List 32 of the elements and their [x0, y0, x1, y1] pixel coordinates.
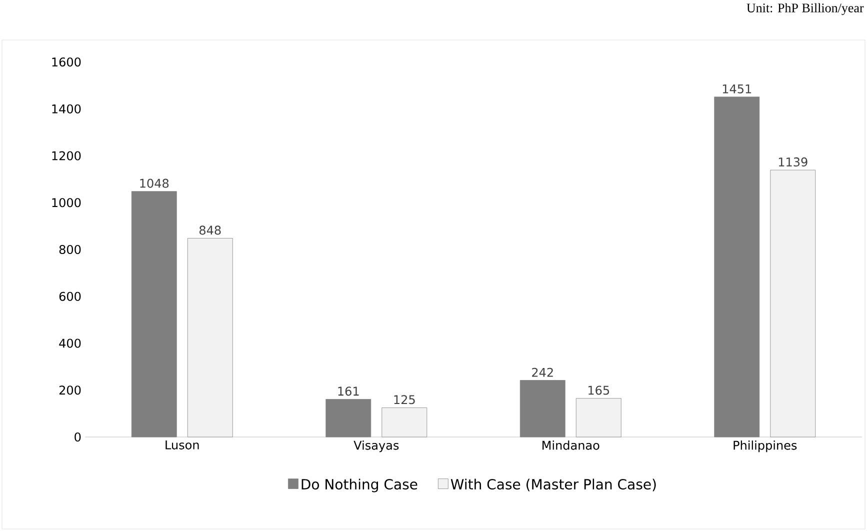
bar — [770, 170, 816, 438]
x-tick-label: Philippines — [734, 440, 797, 452]
legend-label: Do Nothing Case — [302, 478, 418, 492]
y-tick-label: 0 — [74, 432, 81, 442]
y-tick-label: 1200 — [52, 151, 81, 160]
y-tick-label: 1000 — [52, 198, 81, 208]
data-label: 1048 — [140, 178, 169, 188]
data-label: 1451 — [722, 84, 752, 94]
bar — [326, 399, 372, 438]
bar — [576, 398, 622, 438]
y-tick-label: 400 — [59, 338, 81, 348]
y-tick-label: 1400 — [52, 104, 81, 114]
bar — [131, 191, 177, 438]
text: Unit: PhP Billion/year — [746, 3, 864, 16]
y-tick-label: 200 — [59, 386, 81, 395]
x-tick-label: Luson — [166, 440, 199, 450]
data-label: 161 — [338, 386, 359, 396]
data-label: 1139 — [778, 157, 808, 167]
x-tick-label: Visayas — [354, 440, 399, 452]
data-label: 165 — [588, 386, 610, 395]
y-tick-label: 800 — [59, 244, 81, 254]
data-label: 848 — [199, 226, 221, 235]
y-tick-label: 1600 — [52, 57, 81, 67]
y-tick-label: 600 — [59, 292, 81, 301]
bar — [187, 238, 233, 438]
bar — [382, 408, 428, 438]
data-label: 125 — [394, 395, 415, 404]
bar — [520, 380, 566, 438]
bar — [714, 96, 760, 438]
legend-label: With Case (Master Plan Case) — [450, 478, 656, 492]
data-label: 242 — [532, 368, 553, 377]
x-tick-label: Mindanao — [542, 440, 600, 450]
